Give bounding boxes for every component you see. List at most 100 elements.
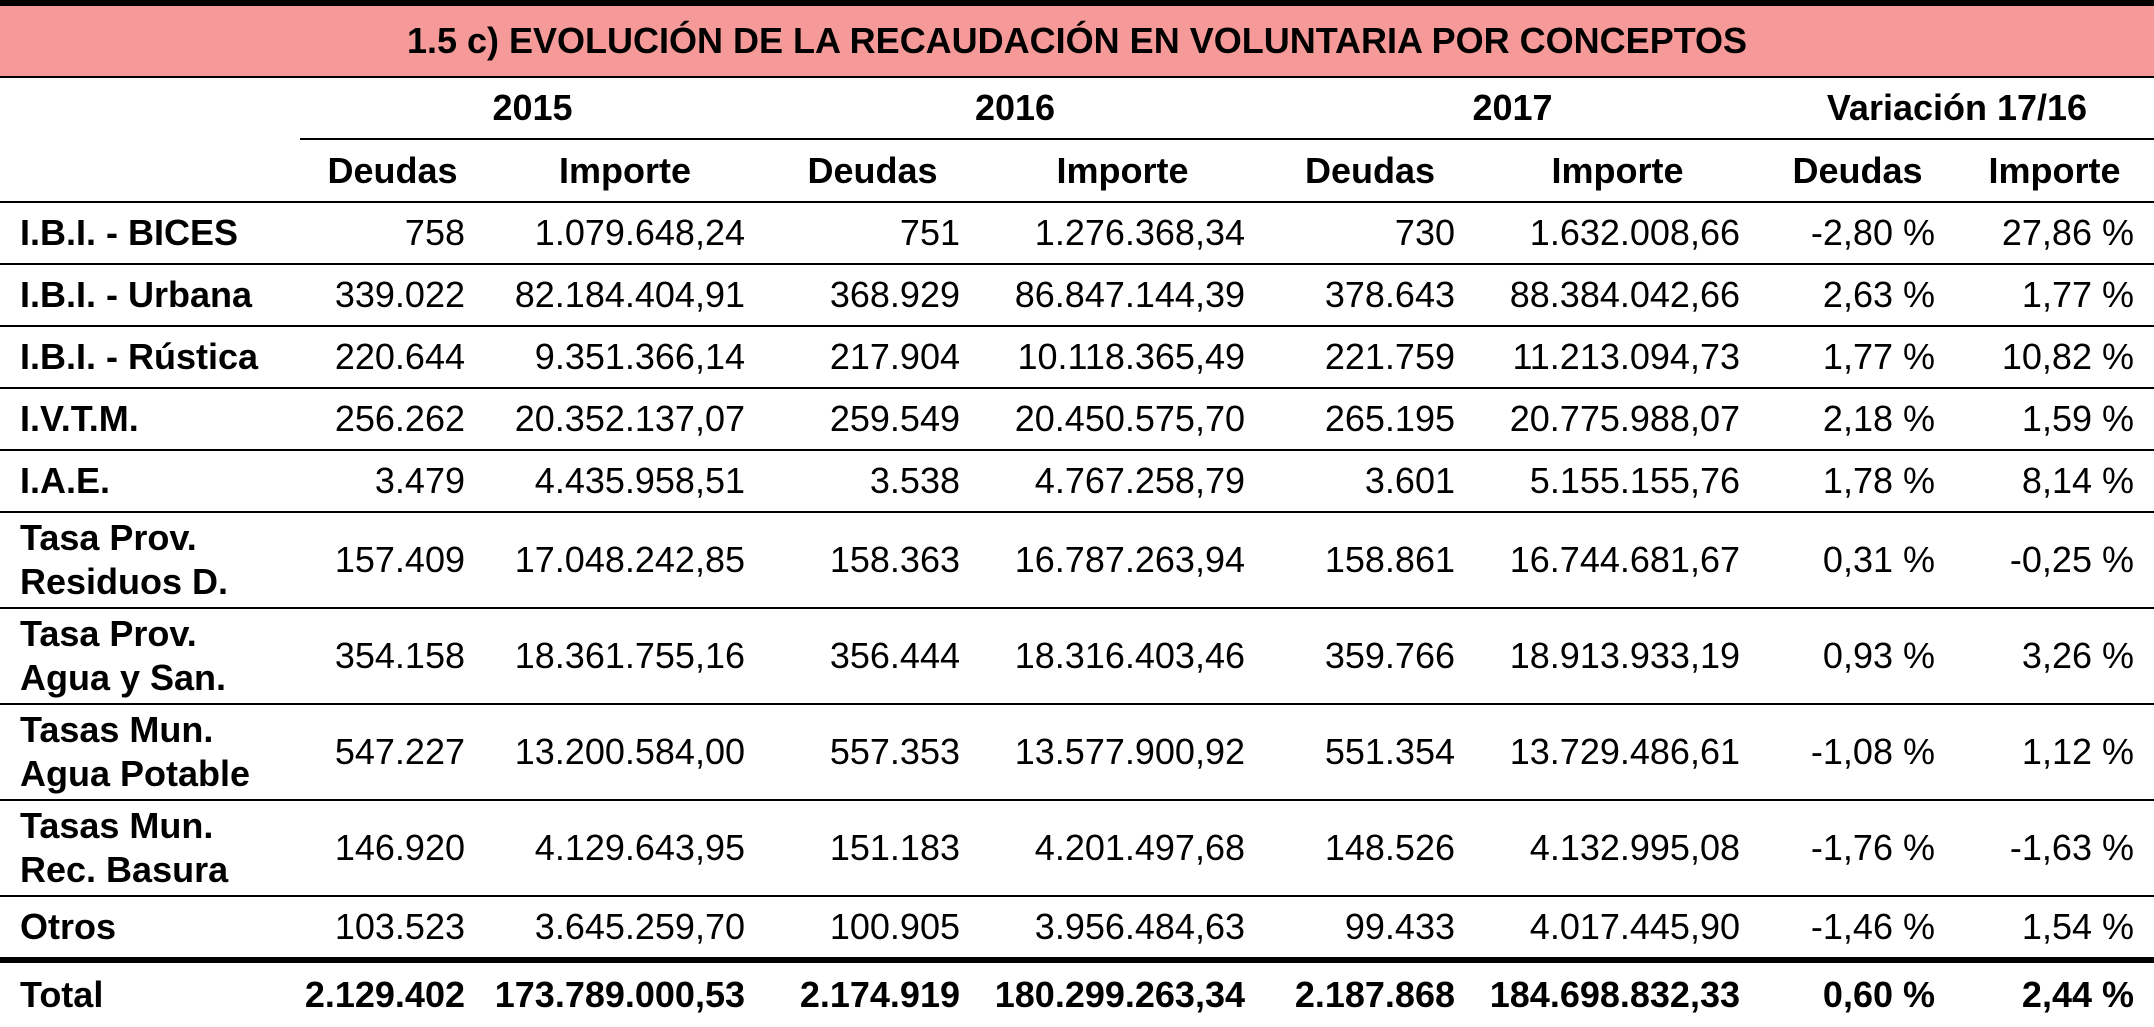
cell-value: 758 xyxy=(300,202,485,265)
cell-value: 99.433 xyxy=(1265,896,1475,963)
cell-value: 20.775.988,07 xyxy=(1475,388,1760,451)
cell-value: -0,25 % xyxy=(1955,512,2154,609)
total-value: 184.698.832,33 xyxy=(1489,974,1740,1015)
cell-value: 10,82 % xyxy=(1955,326,2154,389)
cell-value: 103.523 xyxy=(300,896,485,963)
cell-value: 368.929 xyxy=(765,264,980,327)
cell-value: 27,86 % xyxy=(1955,202,2154,265)
row-label: Tasa Prov. Residuos D. xyxy=(0,512,300,609)
cell-value: 1,78 % xyxy=(1760,450,1955,513)
cell-value: 18.913.933,19 xyxy=(1475,608,1760,705)
cell-value: 1,12 % xyxy=(1955,704,2154,801)
row-label: I.B.I. - Rústica xyxy=(0,326,300,389)
cell-value: 356.444 xyxy=(765,608,980,705)
cell-value: 4.017.445,90 xyxy=(1475,896,1760,963)
row-label-line: Agua Potable xyxy=(20,753,251,794)
row-label-line: Tasas Mun. xyxy=(20,805,214,846)
cell-value: 148.526 xyxy=(1265,800,1475,897)
cell-value: 1,77 % xyxy=(1955,264,2154,327)
cell-value: 1.632.008,66 xyxy=(1475,202,1760,265)
collection-table: 2015 2016 2017 Variación 17/16 Deudas Im… xyxy=(0,78,2154,1027)
cell-value: 10.118.365,49 xyxy=(980,326,1265,389)
total-value: 173.789.000,53 xyxy=(494,974,745,1015)
cell-value: 4.132.995,08 xyxy=(1475,800,1760,897)
table-row: Tasa Prov. Agua y San. 354.158 18.361.755,1… xyxy=(0,608,2154,705)
header-importe-2016: Importe xyxy=(980,139,1265,203)
row-label: I.A.E. xyxy=(0,450,300,513)
total-value: 180.299.263,34 xyxy=(994,974,1245,1015)
cell-value: 146.920 xyxy=(300,800,485,897)
cell-value: 4.201.497,68 xyxy=(980,800,1265,897)
header-importe-variation: Importe xyxy=(1955,139,2154,203)
cell-value: 265.195 xyxy=(1265,388,1475,451)
cell-value: 0,31 % xyxy=(1760,512,1955,609)
cell-value: 751 xyxy=(765,202,980,265)
cell-value: 9.351.366,14 xyxy=(485,326,765,389)
cell-value: 8,14 % xyxy=(1955,450,2154,513)
cell-value: 3,26 % xyxy=(1955,608,2154,705)
table-row: I.A.E. 3.479 4.435.958,51 3.538 4.767.258,79… xyxy=(0,450,2154,513)
cell-value: 339.022 xyxy=(300,264,485,327)
cell-value: 5.155.155,76 xyxy=(1475,450,1760,513)
total-value: 2.129.402 xyxy=(304,974,465,1015)
cell-value: -1,08 % xyxy=(1760,704,1955,801)
cell-value: -1,46 % xyxy=(1760,896,1955,963)
header-importe-2017: Importe xyxy=(1475,139,1760,203)
total-label: Total xyxy=(20,974,104,1015)
cell-value: 13.577.900,92 xyxy=(980,704,1265,801)
cell-value: 1,54 % xyxy=(1955,896,2154,963)
table-row: Tasas Mun. Rec. Basura 146.920 4.129.643,95… xyxy=(0,800,2154,897)
header-year-2017: 2017 xyxy=(1265,78,1760,140)
cell-value: 2,63 % xyxy=(1760,264,1955,327)
cell-value: 1.079.648,24 xyxy=(485,202,765,265)
cell-value: 18.316.403,46 xyxy=(980,608,1265,705)
cell-value: 0,93 % xyxy=(1760,608,1955,705)
header-deudas-2017: Deudas xyxy=(1265,139,1475,203)
cell-value: 82.184.404,91 xyxy=(485,264,765,327)
header-blank-sub xyxy=(0,139,300,203)
cell-value: 16.787.263,94 xyxy=(980,512,1265,609)
table-row: I.B.I. - BICES 758 1.079.648,24 751 1.276.36… xyxy=(0,202,2154,265)
cell-value: 359.766 xyxy=(1265,608,1475,705)
table-row: Tasas Mun. Agua Potable 547.227 13.200.584,… xyxy=(0,704,2154,801)
row-label-line: Tasa Prov. xyxy=(20,613,197,654)
header-blank xyxy=(0,78,300,139)
row-label: Tasas Mun. Rec. Basura xyxy=(0,800,300,897)
row-label: I.V.T.M. xyxy=(0,388,300,451)
table-row: Tasa Prov. Residuos D. 157.409 17.048.242,8… xyxy=(0,512,2154,609)
header-deudas-2016: Deudas xyxy=(765,139,980,203)
cell-value: 13.200.584,00 xyxy=(485,704,765,801)
cell-value: 18.361.755,16 xyxy=(485,608,765,705)
cell-value: 100.905 xyxy=(765,896,980,963)
cell-value: 1,77 % xyxy=(1760,326,1955,389)
cell-value: 4.435.958,51 xyxy=(485,450,765,513)
cell-value: 151.183 xyxy=(765,800,980,897)
cell-value: 221.759 xyxy=(1265,326,1475,389)
cell-value: 547.227 xyxy=(300,704,485,801)
cell-value: 217.904 xyxy=(765,326,980,389)
cell-value: 557.353 xyxy=(765,704,980,801)
header-deudas-variation: Deudas xyxy=(1760,139,1955,203)
total-row: Total 2.129.402 173.789.000,53 2.174.919 180… xyxy=(0,960,2154,1027)
cell-value: 2,18 % xyxy=(1760,388,1955,451)
cell-value: 3.645.259,70 xyxy=(485,896,765,963)
header-importe-2015: Importe xyxy=(485,139,765,203)
total-value: 2.187.868 xyxy=(1294,974,1455,1015)
cell-value: 17.048.242,85 xyxy=(485,512,765,609)
table-row: I.B.I. - Rústica 220.644 9.351.366,14 217.9… xyxy=(0,326,2154,389)
cell-value: 1.276.368,34 xyxy=(980,202,1265,265)
cell-value: 4.129.643,95 xyxy=(485,800,765,897)
cell-value: 158.363 xyxy=(765,512,980,609)
total-value: 2,44 % xyxy=(2021,974,2134,1015)
table-row: I.B.I. - Urbana 339.022 82.184.404,91 368.9… xyxy=(0,264,2154,327)
table-row: I.V.T.M. 256.262 20.352.137,07 259.549 20.45… xyxy=(0,388,2154,451)
table-body: I.B.I. - BICES 758 1.079.648,24 751 1.276.36… xyxy=(0,202,2154,1027)
table-row: Otros 103.523 3.645.259,70 100.905 3.956.484… xyxy=(0,896,2154,963)
row-label-line: Tasas Mun. xyxy=(20,709,214,750)
cell-value: -2,80 % xyxy=(1760,202,1955,265)
cell-value: 3.479 xyxy=(300,450,485,513)
header-deudas-2015: Deudas xyxy=(300,139,485,203)
cell-value: 256.262 xyxy=(300,388,485,451)
cell-value: 20.352.137,07 xyxy=(485,388,765,451)
